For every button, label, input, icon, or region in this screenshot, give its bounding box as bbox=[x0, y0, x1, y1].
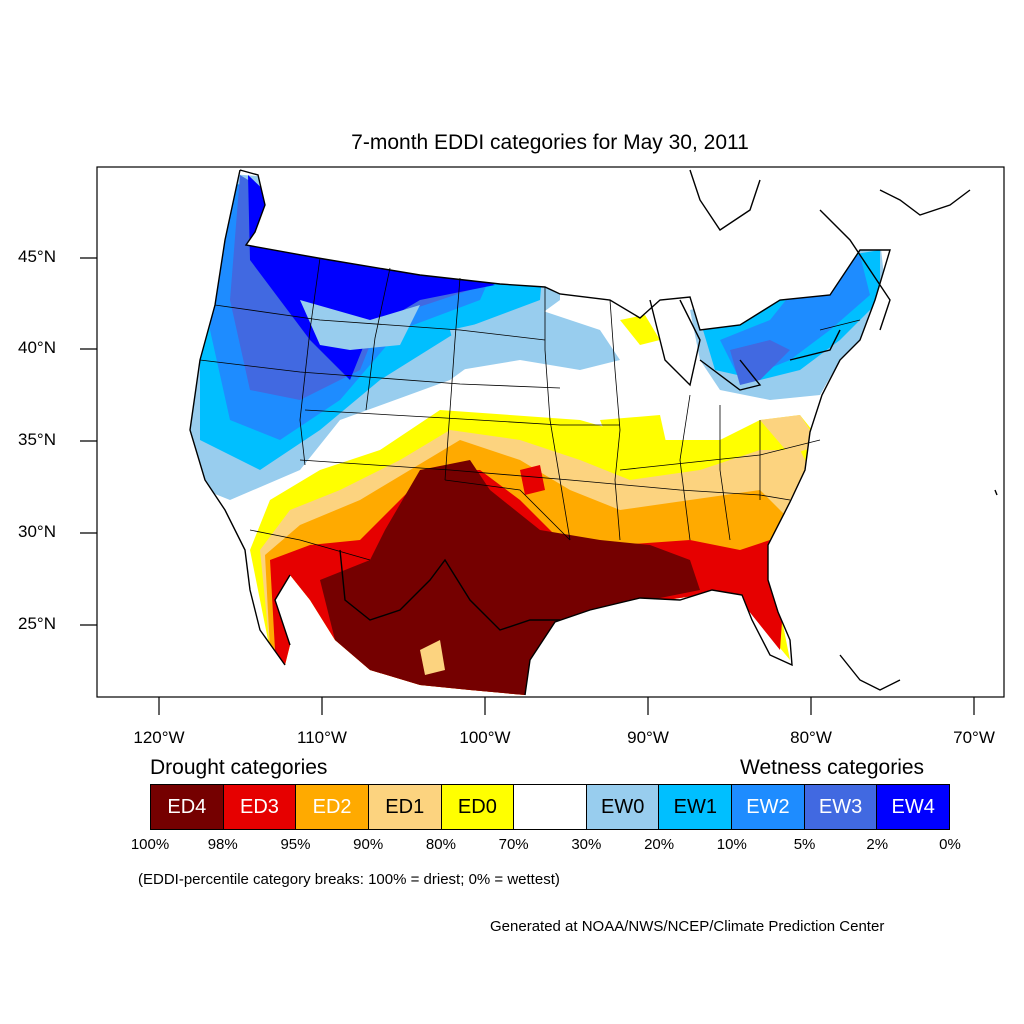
axis-ticks bbox=[80, 257, 975, 715]
lat-label: 40°N bbox=[18, 338, 56, 357]
map-content bbox=[189, 169, 998, 696]
plot-frame bbox=[96, 166, 1005, 698]
legend-swatch: EW0 bbox=[586, 785, 660, 829]
percentile-break-label: 90% bbox=[353, 836, 384, 853]
eddi-field bbox=[190, 170, 890, 695]
wetness-categories-heading: Wetness categories bbox=[740, 756, 925, 779]
lon-label: 70°W bbox=[953, 728, 995, 747]
category-legend: ED4 ED3 ED2 ED1 ED0 EW0 EW1 EW2 EW3 EW4 bbox=[150, 784, 950, 830]
legend-swatch: EW2 bbox=[732, 785, 805, 829]
legend-swatch: EW1 bbox=[659, 785, 733, 829]
lat-label: 35°N bbox=[18, 430, 56, 449]
lat-label: 25°N bbox=[18, 614, 56, 633]
percentile-break-label: 10% bbox=[716, 836, 747, 853]
lon-label: 120°W bbox=[133, 728, 185, 747]
legend-swatch: ED0 bbox=[441, 785, 515, 829]
drought-categories-heading: Drought categories bbox=[150, 756, 328, 779]
state-boundaries bbox=[199, 257, 861, 561]
legend-swatch: ED3 bbox=[223, 785, 297, 829]
legend-swatch: EW3 bbox=[804, 785, 878, 829]
legend-swatch: ED2 bbox=[296, 785, 369, 829]
legend-swatch: ED4 bbox=[151, 785, 224, 829]
percentile-break-label: 98% bbox=[207, 836, 238, 853]
coastlines bbox=[189, 169, 998, 696]
lon-label: 110°W bbox=[297, 728, 347, 747]
percentile-break-label: 0% bbox=[939, 836, 961, 853]
lat-label: 45°N bbox=[18, 247, 56, 266]
percentile-break-label: 2% bbox=[866, 836, 889, 853]
legend-swatch: EW4 bbox=[877, 785, 950, 829]
percentile-break-label: 100% bbox=[130, 836, 170, 853]
credit-text: Generated at NOAA/NWS/NCEP/Climate Predi… bbox=[490, 918, 885, 935]
map-title: 7-month EDDI categories for May 30, 2011 bbox=[351, 131, 749, 154]
category-breaks-note: (EDDI-percentile category breaks: 100% =… bbox=[138, 871, 560, 888]
lat-label: 30°N bbox=[18, 522, 56, 541]
legend-swatch bbox=[514, 785, 587, 829]
lon-label: 80°W bbox=[790, 728, 832, 747]
percentile-break-label: 80% bbox=[425, 836, 456, 853]
lon-label: 100°W bbox=[459, 728, 511, 747]
percentile-break-label: 5% bbox=[793, 836, 816, 853]
percentile-break-label: 70% bbox=[498, 836, 529, 853]
percentile-break-label: 20% bbox=[644, 836, 675, 853]
percentile-break-label: 95% bbox=[280, 836, 311, 853]
percentile-break-label: 30% bbox=[571, 836, 602, 853]
legend-swatch: ED1 bbox=[368, 785, 442, 829]
lon-label: 90°W bbox=[627, 728, 669, 747]
